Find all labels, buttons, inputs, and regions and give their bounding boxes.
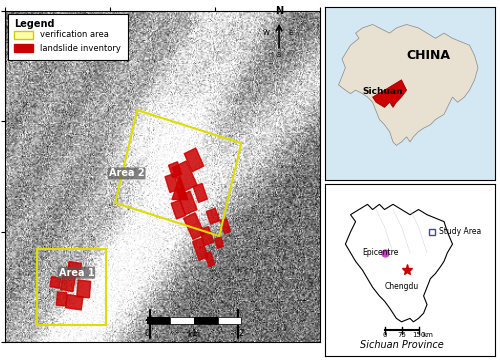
Text: 1: 1	[192, 329, 196, 338]
Text: N: N	[275, 6, 283, 16]
Text: 75: 75	[397, 332, 406, 338]
Text: verification area: verification area	[40, 31, 108, 40]
Text: Study Area: Study Area	[439, 228, 481, 237]
Bar	[170, 317, 194, 324]
Text: 0: 0	[382, 332, 387, 338]
Polygon shape	[206, 208, 220, 224]
Polygon shape	[338, 24, 478, 145]
Text: km: km	[422, 332, 433, 338]
Polygon shape	[346, 204, 453, 322]
Text: S: S	[277, 52, 281, 58]
Bar	[14, 31, 34, 39]
Bar	[194, 317, 218, 324]
Polygon shape	[172, 176, 188, 199]
Polygon shape	[192, 238, 208, 260]
Polygon shape	[171, 200, 186, 219]
Polygon shape	[372, 80, 406, 107]
Text: Legend: Legend	[14, 19, 55, 29]
Polygon shape	[220, 219, 230, 233]
Polygon shape	[200, 226, 213, 246]
Polygon shape	[193, 184, 208, 202]
Polygon shape	[165, 174, 179, 193]
Text: 2: 2	[238, 329, 244, 338]
Polygon shape	[184, 148, 204, 172]
Polygon shape	[66, 294, 83, 310]
Text: Chengdu: Chengdu	[384, 282, 418, 291]
Bar	[218, 317, 241, 324]
Text: landslide inventory: landslide inventory	[40, 44, 120, 53]
Polygon shape	[56, 292, 67, 306]
Polygon shape	[172, 161, 197, 192]
Polygon shape	[176, 187, 186, 199]
Polygon shape	[215, 237, 224, 248]
Text: CHINA: CHINA	[406, 49, 451, 62]
Text: Epicentre: Epicentre	[362, 248, 399, 257]
Text: W: W	[262, 30, 270, 36]
Text: Area 1: Area 1	[58, 268, 94, 278]
Text: 0: 0	[144, 329, 150, 338]
Bar	[147, 317, 171, 324]
Polygon shape	[67, 262, 82, 276]
Polygon shape	[178, 191, 197, 215]
Text: km: km	[188, 330, 200, 339]
Polygon shape	[168, 162, 181, 178]
Polygon shape	[50, 276, 61, 288]
Text: E: E	[288, 30, 293, 36]
Bar	[14, 44, 34, 52]
FancyBboxPatch shape	[8, 14, 128, 60]
Polygon shape	[60, 273, 76, 292]
Text: Area 2: Area 2	[109, 168, 144, 179]
Text: 150: 150	[412, 332, 425, 338]
Polygon shape	[184, 213, 204, 239]
Polygon shape	[204, 252, 215, 266]
Text: Sichuan Province: Sichuan Province	[360, 340, 444, 350]
Polygon shape	[77, 280, 90, 298]
Text: Sichuan: Sichuan	[362, 87, 403, 96]
